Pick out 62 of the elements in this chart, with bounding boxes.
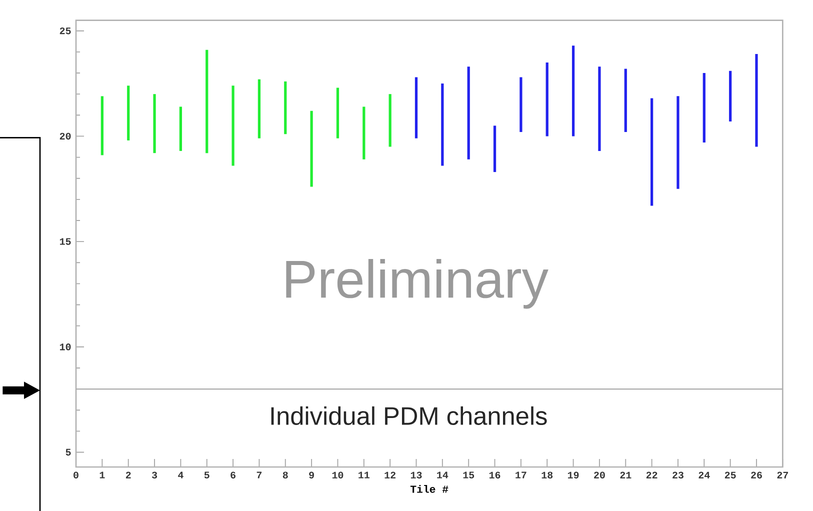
bar	[520, 77, 522, 132]
x-tick-label: 8	[282, 472, 288, 479]
bar	[676, 96, 680, 189]
x-tick-label: 20	[594, 472, 605, 479]
x-tick-label: 21	[620, 472, 632, 478]
x-tick-label: 6	[230, 472, 236, 479]
y-tick-label: 25	[60, 27, 71, 34]
ref-line-label: Individual PDM channels	[271, 406, 547, 426]
bar	[362, 106, 366, 160]
bar	[153, 94, 156, 154]
bar	[572, 46, 575, 136]
bar	[729, 70, 732, 122]
bar	[650, 98, 654, 206]
x-tick-label: 27	[777, 472, 788, 478]
x-tick-label: 24	[698, 472, 710, 478]
bar	[493, 126, 496, 172]
bar	[702, 73, 706, 143]
x-tick-label: 4	[178, 472, 184, 478]
x-tick-label: 26	[751, 472, 762, 479]
bar	[755, 54, 758, 147]
x-tick-label: 17	[516, 472, 526, 478]
y-tick-label: 15	[60, 238, 71, 245]
x-tick-label: 22	[646, 472, 658, 478]
bar	[100, 96, 104, 156]
x-tick-label: 14	[437, 472, 448, 478]
bar	[388, 94, 392, 147]
x-tick-label: 16	[489, 472, 500, 479]
bar	[598, 66, 601, 151]
x-tick-label: 15	[463, 472, 474, 478]
y-tick-label: 10	[60, 344, 71, 350]
bar	[284, 81, 287, 134]
x-tick-label: 11	[358, 472, 370, 478]
bar	[441, 84, 444, 166]
x-tick-label: 0	[74, 472, 78, 479]
y-tick-label: 20	[60, 132, 71, 140]
bar	[310, 110, 313, 187]
bar	[179, 106, 182, 151]
bar	[127, 86, 130, 140]
x-tick-label: 2	[126, 472, 131, 478]
x-tick-label: 13	[410, 472, 422, 479]
bar	[467, 66, 470, 160]
x-tick-label: 18	[542, 472, 553, 479]
x-tick-label: 7	[256, 472, 262, 478]
x-tick-label: 3	[152, 472, 158, 479]
x-tick-label: 19	[568, 472, 579, 479]
bar	[414, 77, 418, 138]
x-tick-label: 9	[309, 472, 314, 479]
x-axis-title: Tile #	[410, 484, 448, 493]
x-tick-label: 23	[672, 472, 684, 479]
bar	[546, 62, 548, 136]
x-tick-label: 5	[204, 472, 210, 478]
x-tick-label: 12	[384, 472, 396, 478]
bar	[624, 68, 627, 132]
x-tick-label: 25	[724, 472, 736, 479]
bar	[258, 79, 261, 138]
x-tick-label: 10	[332, 472, 344, 479]
annotation: Preliminary	[286, 259, 548, 309]
bar	[206, 50, 208, 154]
bar	[336, 88, 340, 138]
bar	[232, 86, 234, 166]
y-tick-label: 5	[66, 448, 71, 456]
x-tick-label: 1	[100, 472, 105, 478]
